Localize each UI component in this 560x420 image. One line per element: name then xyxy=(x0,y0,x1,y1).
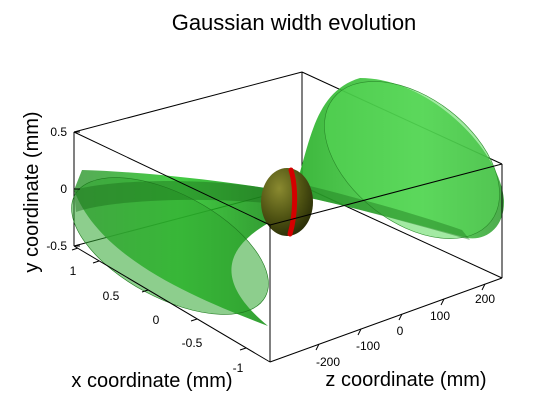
x-tick-label: 1 xyxy=(70,264,77,278)
chart-title: Gaussian width evolution xyxy=(172,10,417,35)
y-axis-label: y coordinate (mm) xyxy=(21,111,43,272)
z-tick-mark-1 xyxy=(357,328,362,336)
y-tick-label: -0.5 xyxy=(46,239,67,253)
surface-left-cone xyxy=(71,170,282,326)
x-tick-mark-4 xyxy=(71,247,79,251)
z-axis: -200 -100 0 100 200 z coordinate (mm) xyxy=(315,283,495,391)
waist-ellipsoid xyxy=(261,167,313,237)
plot-box-front xyxy=(73,131,503,363)
x-tick-mark-3 xyxy=(92,260,100,264)
x-tick-mark-2 xyxy=(141,289,149,293)
z-tick-mark-2 xyxy=(398,313,403,321)
box-front-top-right xyxy=(269,163,503,226)
z-tick-label: -100 xyxy=(356,339,380,353)
z-tick-mark-0 xyxy=(315,343,320,351)
x-axis-label: x coordinate (mm) xyxy=(71,370,232,392)
x-tick-label: -1 xyxy=(233,361,244,375)
right-cone-shading xyxy=(300,184,470,240)
left-cone-mouth xyxy=(71,177,269,315)
ellipsoid-body xyxy=(261,168,313,236)
x-tick-label: -0.5 xyxy=(182,336,203,350)
box-front-bottom-right xyxy=(269,277,503,363)
box-front-top xyxy=(73,131,271,226)
y-tick-label: 0.5 xyxy=(50,125,67,139)
z-tick-mark-4 xyxy=(481,283,486,291)
x-axis: -1 -0.5 0 0.5 1 x coordinate (mm) xyxy=(70,247,247,392)
left-cone-shading xyxy=(74,180,278,212)
z-tick-label: -200 xyxy=(316,355,340,369)
x-tick-mark-0 xyxy=(239,347,247,351)
x-tick-mark-1 xyxy=(190,318,198,322)
x-tick-label: 0 xyxy=(153,313,160,327)
box-front-bottom-left xyxy=(73,245,271,363)
z-axis-label: z coordinate (mm) xyxy=(325,369,486,391)
z-tick-label: 0 xyxy=(397,324,404,338)
z-tick-label: 100 xyxy=(430,309,450,323)
box-back-top xyxy=(73,71,303,133)
z-tick-mark-3 xyxy=(440,298,445,306)
y-axis: -0.5 0 0.5 y coordinate (mm) xyxy=(21,111,80,273)
waist-ring xyxy=(287,167,298,237)
z-tick-label: 200 xyxy=(475,292,495,306)
x-tick-label: 0.5 xyxy=(103,289,120,303)
y-tick-label: 0 xyxy=(60,182,67,196)
